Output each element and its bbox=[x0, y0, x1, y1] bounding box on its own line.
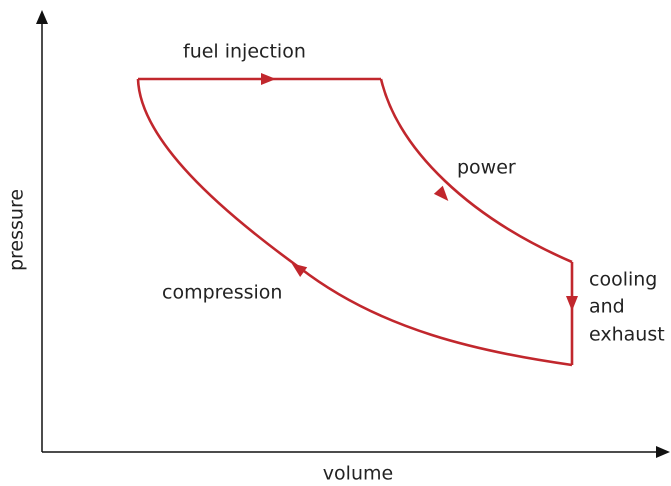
label: power bbox=[457, 157, 516, 179]
label: compression bbox=[162, 282, 282, 304]
x-axis-arrow bbox=[656, 446, 670, 458]
label: and bbox=[589, 296, 625, 318]
label: exhaust bbox=[589, 324, 665, 346]
compression-curve bbox=[136, 78, 573, 367]
label: cooling bbox=[589, 269, 657, 291]
power-curve bbox=[379, 78, 573, 264]
arrow bbox=[261, 73, 276, 85]
arrow bbox=[433, 185, 449, 201]
x-axis-label: volume bbox=[323, 463, 393, 485]
label: fuel injection bbox=[183, 41, 306, 63]
y-axis-arrow bbox=[36, 10, 48, 24]
arrow bbox=[566, 296, 578, 311]
y-axis-label: pressure bbox=[6, 189, 28, 271]
arrow bbox=[291, 263, 308, 277]
